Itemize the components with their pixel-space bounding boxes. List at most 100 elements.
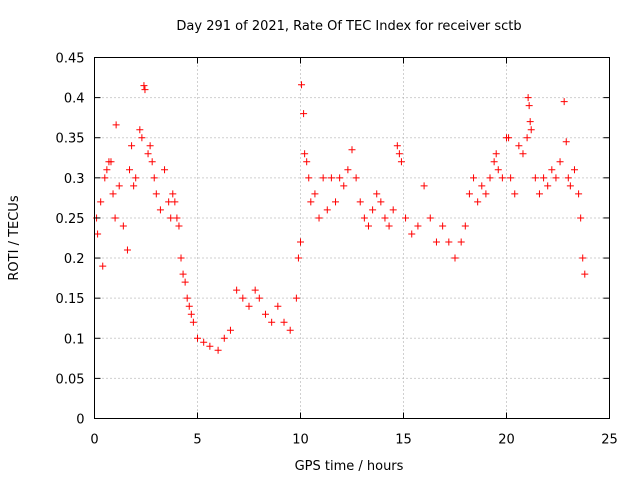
data-point (381, 214, 389, 222)
data-point (474, 198, 482, 206)
data-point (226, 326, 234, 334)
data-point (451, 254, 459, 262)
data-point (233, 286, 241, 294)
data-point (109, 190, 117, 198)
data-point (344, 166, 352, 174)
data-point (397, 158, 405, 166)
data-point (119, 222, 127, 230)
data-point (220, 334, 228, 342)
data-point (566, 182, 574, 190)
data-point (115, 182, 123, 190)
data-point (99, 262, 107, 270)
data-point (146, 142, 154, 150)
y-tick-label: 0.15 (56, 292, 85, 307)
y-tick-label: 0.25 (56, 212, 85, 227)
data-point (526, 118, 534, 126)
y-tick-labels: 0 0.05 0.1 0.15 0.2 0.25 0.3 0.35 0.4 0.45 (56, 52, 85, 428)
data-point (570, 166, 578, 174)
data-point (490, 158, 498, 166)
data-point (140, 82, 148, 90)
data-point (150, 174, 158, 182)
data-point (144, 150, 152, 158)
x-tick-label: 25 (601, 433, 618, 448)
data-point (556, 158, 564, 166)
data-point (552, 174, 560, 182)
y-tick-label: 0.45 (56, 52, 85, 67)
data-point (167, 214, 175, 222)
data-point (511, 190, 519, 198)
data-point (505, 134, 513, 142)
data-point (298, 81, 306, 89)
data-point (377, 198, 385, 206)
data-point (531, 174, 539, 182)
data-point (156, 206, 164, 214)
plot-frame (94, 57, 610, 419)
data-point (393, 142, 401, 150)
data-point (548, 166, 556, 174)
y-tick-label: 0.05 (56, 372, 85, 387)
data-point (336, 174, 344, 182)
data-point (525, 102, 533, 110)
data-point (187, 310, 195, 318)
data-point (292, 294, 300, 302)
data-point (527, 126, 535, 134)
data-point (189, 318, 197, 326)
data-point (507, 174, 515, 182)
data-point (457, 238, 465, 246)
data-point (200, 338, 208, 346)
data-point (523, 134, 531, 142)
data-point (307, 198, 315, 206)
data-point (97, 198, 105, 206)
data-point (332, 198, 340, 206)
x-tick-label: 15 (395, 433, 412, 448)
data-point (395, 150, 403, 158)
data-point (274, 302, 282, 310)
data-point (130, 182, 138, 190)
data-point (165, 198, 173, 206)
data-point (356, 198, 364, 206)
data-point (389, 206, 397, 214)
data-point (280, 318, 288, 326)
x-tick-label: 20 (498, 433, 515, 448)
data-point (136, 126, 144, 134)
data-point (126, 166, 134, 174)
y-tick-label: 0 (76, 413, 84, 428)
data-point (348, 146, 356, 154)
data-point (301, 150, 309, 158)
data-point (261, 310, 269, 318)
data-point (185, 302, 193, 310)
data-point (128, 142, 136, 150)
data-point (535, 190, 543, 198)
y-tick-label: 0.35 (56, 132, 85, 147)
data-point (294, 254, 302, 262)
chart-title: Day 291 of 2021, Rate Of TEC Index for r… (176, 19, 521, 34)
data-point (524, 94, 532, 102)
data-point (486, 174, 494, 182)
y-tick-label: 0.3 (64, 172, 85, 187)
data-point (94, 230, 102, 238)
data-point (373, 190, 381, 198)
data-point (286, 326, 294, 334)
data-point (352, 174, 360, 182)
data-point (564, 174, 572, 182)
data-point (364, 222, 372, 230)
data-point (112, 121, 120, 129)
data-point (432, 238, 440, 246)
data-point (360, 214, 368, 222)
data-point (327, 174, 335, 182)
data-point (519, 150, 527, 158)
data-point (101, 174, 109, 182)
data-point (175, 222, 183, 230)
data-point (239, 294, 247, 302)
axis-ticks (94, 57, 610, 419)
data-point (169, 190, 177, 198)
data-point (251, 286, 259, 294)
x-axis-label: GPS time / hours (295, 459, 404, 474)
x-tick-label: 5 (193, 433, 201, 448)
grid (94, 57, 610, 419)
data-point (562, 138, 570, 146)
data-point (138, 134, 146, 142)
data-point (305, 174, 313, 182)
data-point (311, 190, 319, 198)
data-point (177, 254, 185, 262)
